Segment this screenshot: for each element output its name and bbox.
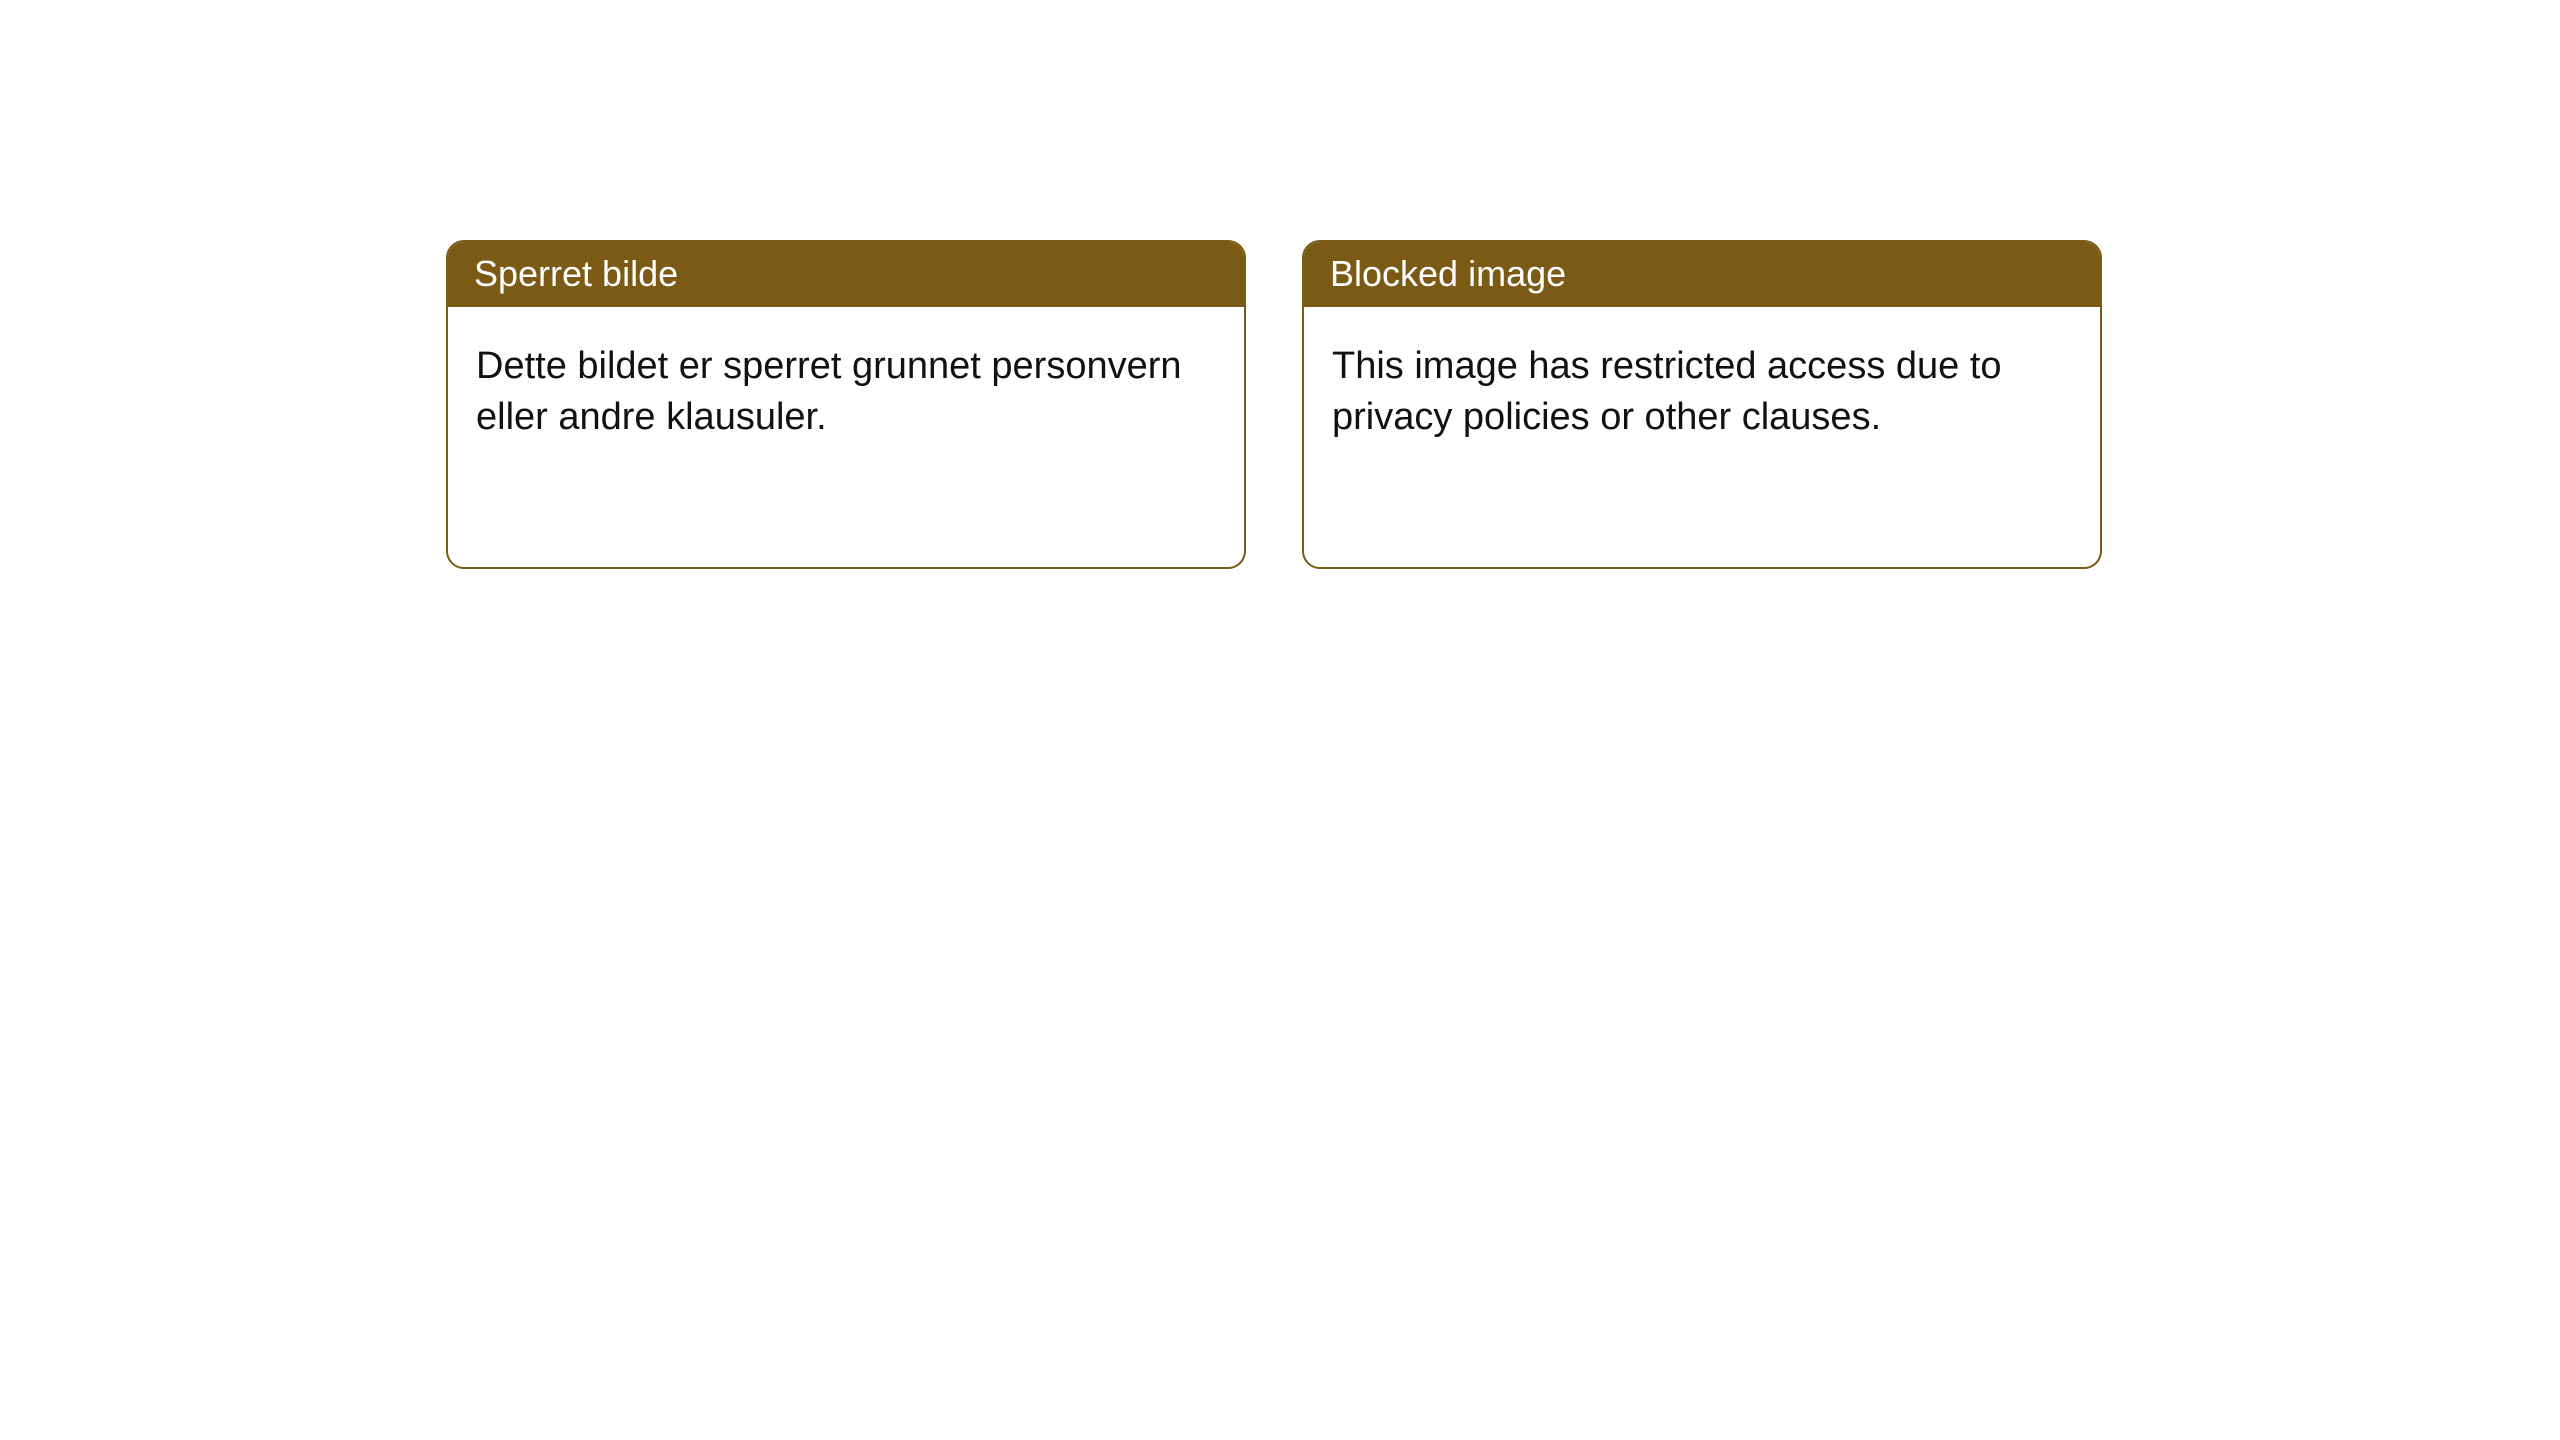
notice-container: Sperret bilde Dette bildet er sperret gr… — [446, 240, 2102, 569]
notice-card-english: Blocked image This image has restricted … — [1302, 240, 2102, 569]
notice-text-norwegian: Dette bildet er sperret grunnet personve… — [476, 341, 1216, 444]
notice-card-norwegian: Sperret bilde Dette bildet er sperret gr… — [446, 240, 1246, 569]
notice-title-english: Blocked image — [1304, 242, 2100, 307]
notice-title-norwegian: Sperret bilde — [448, 242, 1244, 307]
notice-body-english: This image has restricted access due to … — [1304, 307, 2100, 567]
notice-text-english: This image has restricted access due to … — [1332, 341, 2072, 444]
notice-body-norwegian: Dette bildet er sperret grunnet personve… — [448, 307, 1244, 567]
